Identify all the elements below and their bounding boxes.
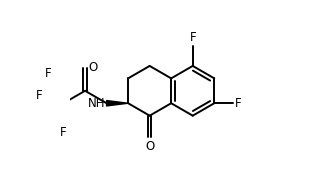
Text: NH: NH [88,97,105,110]
Text: O: O [88,61,97,74]
Polygon shape [107,101,128,106]
Text: F: F [60,126,67,139]
Text: F: F [45,67,52,80]
Text: F: F [36,89,42,102]
Text: F: F [234,97,241,110]
Text: O: O [145,140,154,153]
Text: F: F [189,31,196,44]
